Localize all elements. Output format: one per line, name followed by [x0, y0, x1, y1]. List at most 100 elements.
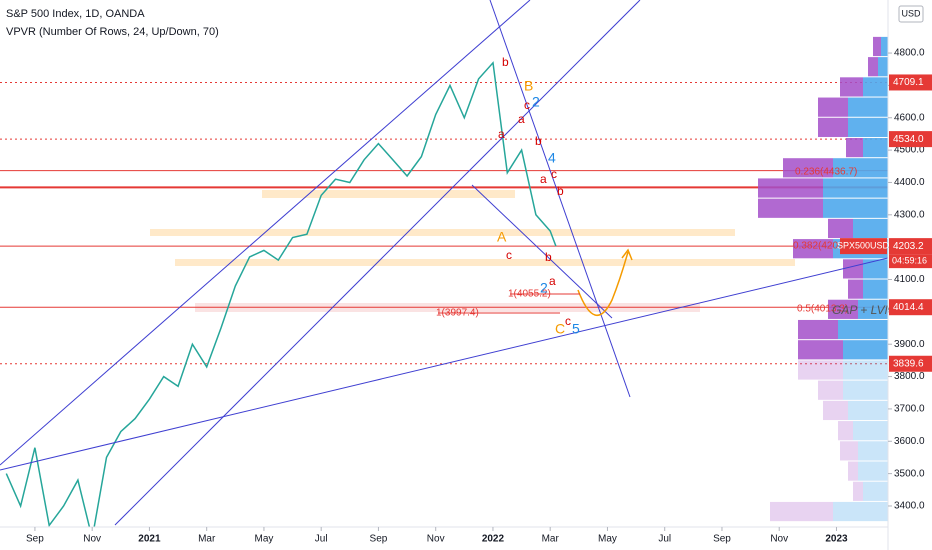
trend-line: [0, 0, 531, 466]
price-line: [5, 61, 557, 527]
annotation: A: [497, 229, 507, 245]
profile-up: [843, 380, 888, 400]
trend-line: [114, 0, 641, 526]
profile-down: [838, 421, 853, 441]
annotation: 0.5(4013.3): [797, 304, 848, 315]
annotation: 1(4055.2): [508, 289, 551, 300]
level-label: 4014.4: [893, 302, 924, 313]
symbol-tag: [840, 238, 887, 255]
profile-up: [863, 259, 888, 279]
x-tick-label: Sep: [26, 534, 44, 545]
annotation: b: [545, 250, 552, 264]
profile-down: [873, 36, 881, 57]
profile-down: [840, 77, 863, 97]
profile-down: [798, 319, 838, 340]
trend-lines: [0, 0, 888, 526]
annotation: 5: [572, 321, 580, 337]
level-tag: [889, 131, 932, 148]
y-tick-label: 3600.0: [894, 436, 925, 447]
x-tick-label: 2021: [138, 534, 161, 545]
profile-up: [853, 218, 888, 239]
currency-box[interactable]: [898, 5, 924, 23]
level-label: 4534.0: [893, 134, 924, 145]
profile-up: [858, 299, 888, 319]
annotation: a: [498, 127, 505, 141]
y-tick-label: 4600.0: [894, 112, 925, 123]
profile-up: [863, 481, 888, 501]
profile-down: [798, 360, 843, 380]
annotation: b: [502, 55, 509, 69]
annotation: a: [518, 112, 525, 126]
countdown: 04:59:16: [892, 256, 927, 266]
annotation: a: [540, 172, 547, 186]
profile-down: [783, 158, 833, 178]
profile-down: [770, 501, 833, 522]
profile-up: [833, 501, 888, 522]
y-tick-label: 3400.0: [894, 501, 925, 512]
x-tick-label: Nov: [770, 534, 788, 545]
profile-down: [843, 259, 863, 279]
levels: [0, 81, 888, 365]
zone: [175, 259, 795, 266]
profile-up: [848, 97, 888, 117]
profile-up: [843, 340, 888, 360]
x-tick-label: Jul: [315, 534, 328, 545]
profile-up: [858, 461, 888, 481]
annotation: 0.382(4202.3): [793, 241, 855, 252]
level-label: 4203.2: [893, 241, 924, 252]
annotation: 1(3997.4): [436, 308, 479, 319]
profile-down: [848, 279, 863, 299]
y-tick-label: 3500.0: [894, 468, 925, 479]
profile-up: [853, 421, 888, 441]
annotation: B: [524, 78, 533, 94]
annotation: 2: [540, 280, 548, 296]
profile-up: [863, 77, 888, 97]
profile-down: [818, 97, 848, 117]
profile-up: [878, 57, 888, 77]
profile-down: [758, 178, 823, 198]
chart-title: S&P 500 Index, 1D, OANDA: [6, 8, 145, 20]
zone: [150, 229, 735, 236]
profile-up: [848, 400, 888, 421]
countdown-tag: [889, 254, 932, 269]
profile-up: [881, 36, 888, 57]
profile-up: [823, 198, 888, 218]
profile-down: [818, 117, 848, 137]
profile-down: [818, 380, 843, 400]
price: [5, 61, 557, 527]
level-tag: [889, 238, 932, 255]
profile-down: [823, 400, 848, 421]
annotation: c: [565, 314, 571, 328]
y-tick-label: 3800.0: [894, 371, 925, 382]
profile-up: [838, 319, 888, 340]
trend-line: [0, 257, 888, 471]
level-tag: [889, 299, 932, 316]
x-tick-label: Mar: [198, 534, 216, 545]
currency[interactable]: USD: [901, 8, 921, 18]
arrow-head: [621, 248, 633, 261]
profile-down: [848, 461, 858, 481]
projection-arrow: [577, 251, 629, 317]
y-tick-label: 4800.0: [894, 48, 925, 59]
x-tick-label: Mar: [542, 534, 560, 545]
level-label: 3839.6: [893, 358, 924, 369]
profile-down: [828, 218, 853, 239]
zone: [262, 190, 515, 198]
y-tick-label: 4100.0: [894, 274, 925, 285]
annotation: 2: [532, 94, 540, 110]
level-tag: [889, 355, 932, 372]
annotation: GAP + LVN: [832, 303, 894, 317]
y-tick-label: 4500.0: [894, 145, 925, 156]
level-label: 4709.1: [893, 77, 924, 88]
trend-line: [489, 0, 631, 398]
y-tick-label: 4300.0: [894, 209, 925, 220]
profile-down: [868, 57, 878, 77]
profile-up: [823, 178, 888, 198]
profile-down: [853, 481, 863, 501]
x-tick-label: 2023: [825, 534, 848, 545]
x-tick-label: Jul: [658, 534, 671, 545]
profile-down: [758, 198, 823, 218]
x-tick-label: Nov: [83, 534, 101, 545]
symbol-label: SPX500USD: [837, 241, 890, 251]
